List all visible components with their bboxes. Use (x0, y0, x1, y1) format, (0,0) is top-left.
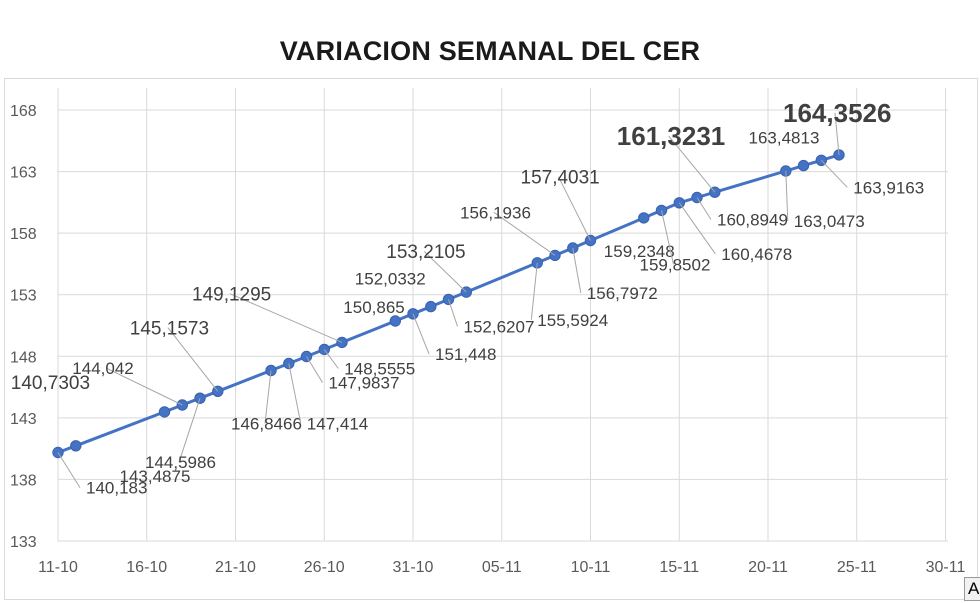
label-leader (229, 293, 343, 343)
data-point (70, 440, 82, 452)
data-point (797, 159, 810, 172)
data-label: 160,8949 (717, 211, 788, 230)
data-label: 147,9837 (329, 374, 400, 393)
data-label: 140,183 (86, 479, 147, 498)
data-point (425, 300, 437, 313)
label-leader (412, 313, 430, 355)
data-label: 159,2348 (604, 242, 675, 261)
data-label: 163,4813 (749, 129, 820, 148)
x-tick-label: 05-11 (482, 559, 522, 576)
label-leader (834, 112, 840, 155)
data-label: 145,1573 (130, 318, 209, 339)
data-point (442, 293, 455, 306)
y-tick-label: 138 (10, 472, 37, 489)
data-label: 149,1295 (192, 284, 271, 305)
label-leader (558, 176, 591, 241)
data-label: 163,0473 (794, 212, 865, 231)
x-tick-label: 31-10 (393, 559, 434, 576)
data-label: 156,7972 (587, 284, 658, 303)
data-label: 153,2105 (386, 242, 465, 263)
data-label: 151,448 (435, 345, 496, 364)
label-leader (106, 367, 183, 406)
data-label: 143,4875 (120, 467, 191, 486)
data-point (389, 315, 401, 327)
data-label: 156,1936 (460, 203, 531, 222)
corner-glyph: A (964, 577, 980, 601)
data-label: 150,865 (343, 298, 404, 317)
x-tick-label: 20-11 (748, 559, 788, 576)
data-label: 144,5986 (145, 453, 216, 472)
data-label: 163,9163 (853, 178, 924, 197)
y-tick-label: 158 (10, 226, 37, 243)
y-tick-label: 143 (10, 411, 37, 428)
label-leader (264, 370, 272, 424)
label-leader (678, 202, 716, 255)
data-label: 146,8466 (231, 415, 302, 434)
label-leader (306, 356, 323, 383)
chart-title: VARIACION SEMANAL DEL CER (279, 36, 701, 66)
x-tick-label: 26-10 (304, 559, 345, 576)
chart-frame (4, 78, 978, 600)
data-label: 155,5924 (537, 311, 608, 330)
x-tick-label: 30-11 (926, 559, 966, 576)
data-point (318, 343, 330, 356)
x-tick-label: 21-10 (215, 559, 256, 576)
label-leader (530, 262, 538, 320)
label-leader (785, 170, 789, 222)
data-label: 157,4031 (521, 168, 600, 189)
label-leader (57, 452, 81, 488)
data-label: 161,3231 (617, 121, 725, 151)
label-leader (820, 159, 848, 188)
data-label: 140,7303 (11, 373, 90, 394)
label-leader (167, 327, 219, 392)
data-point (158, 406, 171, 418)
y-tick-label: 148 (10, 349, 37, 366)
x-tick-label: 11-10 (38, 559, 78, 576)
data-label: 152,6207 (464, 317, 535, 336)
y-tick-label: 168 (10, 103, 37, 120)
label-leader (696, 197, 712, 220)
data-label: 148,5555 (344, 359, 415, 378)
x-tick-label: 10-11 (571, 559, 611, 576)
label-leader (423, 251, 467, 293)
x-tick-label: 25-11 (837, 559, 877, 576)
x-tick-label: 16-10 (126, 559, 167, 576)
data-point (638, 212, 650, 224)
label-leader (323, 349, 339, 369)
data-label: 152,0332 (355, 270, 426, 289)
label-leader (661, 210, 674, 265)
label-leader (668, 135, 716, 193)
x-tick-label: 15-11 (659, 559, 699, 576)
data-label: 160,4678 (721, 245, 792, 264)
data-label: 164,3526 (783, 98, 891, 128)
label-leader (448, 299, 458, 327)
label-leader (288, 363, 302, 424)
y-tick-label: 133 (10, 534, 37, 551)
label-leader (178, 398, 201, 463)
label-leader (572, 247, 582, 294)
label-leader (493, 211, 556, 256)
y-tick-label: 153 (10, 288, 37, 305)
y-tick-label: 163 (10, 165, 37, 182)
data-label: 159,8502 (640, 255, 711, 274)
data-label: 144,042 (72, 359, 133, 378)
data-label: 147,414 (307, 415, 368, 434)
